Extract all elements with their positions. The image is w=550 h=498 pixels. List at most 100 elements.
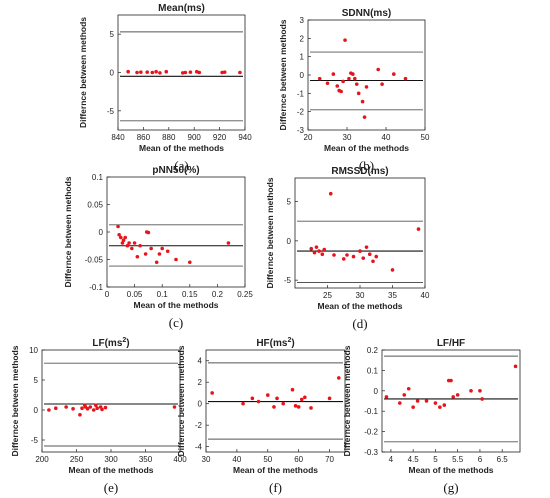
y-tick-label: -0.3: [364, 448, 378, 457]
data-point: [402, 393, 407, 397]
data-point: [335, 84, 340, 88]
x-tick-label: 30: [202, 455, 211, 464]
y-tick-label: -3: [297, 126, 305, 135]
data-point: [80, 406, 84, 411]
data-point: [438, 405, 442, 409]
data-point: [415, 399, 420, 403]
data-point: [275, 396, 279, 401]
data-point: [188, 70, 193, 74]
data-point: [345, 253, 349, 257]
x-tick-label: 30: [343, 133, 352, 142]
data-point: [360, 99, 365, 104]
y-tick-label: 0: [34, 406, 39, 415]
x-axis-label: Mean of the methods: [317, 301, 402, 311]
axes-frame: [41, 349, 181, 453]
data-point: [226, 241, 231, 245]
data-point: [367, 252, 372, 257]
data-point: [135, 254, 140, 259]
data-point: [174, 257, 178, 262]
data-point: [146, 230, 151, 235]
y-tick-label: 1: [300, 53, 305, 62]
data-point: [71, 407, 75, 411]
data-point: [172, 405, 177, 409]
data-point: [120, 241, 125, 245]
x-tick-label: 920: [213, 133, 227, 142]
data-point: [364, 85, 369, 89]
y-tick-label: 2: [300, 34, 305, 43]
y-tick-label: 10: [29, 346, 38, 355]
y-axis-label: Differnce between methods: [265, 177, 275, 288]
data-point: [130, 246, 134, 251]
axes-frame: [307, 19, 426, 131]
x-tick-label: 30: [356, 291, 365, 300]
data-point: [154, 260, 159, 265]
panel-title-text: pNN50(%): [152, 165, 199, 176]
panel-label: (a): [174, 158, 188, 173]
data-point: [343, 38, 347, 42]
data-point: [341, 257, 346, 261]
data-point: [126, 69, 130, 74]
x-tick-label: 840: [111, 133, 125, 142]
data-point: [150, 70, 155, 75]
x-tick-label: 0.2: [212, 290, 224, 299]
y-tick-label: 4: [198, 357, 203, 366]
panel-title: HF(ms2): [256, 337, 294, 349]
panel-g: 4 4.5 5 5.5 6 6.5 -0.3 -0.2 -0.1 0 0.1 0.2 LF/HF Mean…: [342, 338, 521, 495]
data-point: [127, 241, 131, 245]
x-axis-label: Mean of the methods: [139, 143, 224, 153]
y-axis-label: Differnce between methods: [342, 345, 352, 456]
y-tick-label: -5: [31, 436, 39, 445]
data-point: [328, 191, 333, 196]
panel-label: (d): [352, 316, 367, 331]
y-tick-label: 5: [287, 198, 292, 207]
data-point: [317, 76, 322, 81]
y-axis-label: Differnce between methods: [10, 345, 20, 456]
data-point: [392, 72, 396, 76]
data-point: [451, 395, 456, 399]
data-point: [416, 227, 421, 231]
axes-frame: [106, 176, 246, 288]
y-tick-label: -5: [284, 276, 292, 285]
data-point: [54, 406, 58, 411]
y-tick-label: 0: [198, 400, 203, 409]
data-point: [341, 79, 345, 84]
x-tick-label: 860: [137, 133, 151, 142]
panel-e: 200 250 300 350 400 -5 0 5 10 LF(ms2) Mean of the …: [10, 337, 187, 495]
x-tick-label: 6: [478, 455, 483, 464]
y-tick-label: 0.1: [92, 173, 104, 182]
data-point: [469, 389, 473, 393]
x-tick-label: 0.25: [237, 290, 253, 299]
data-point: [364, 245, 369, 249]
x-tick-label: 900: [188, 133, 202, 142]
data-point: [371, 259, 375, 264]
data-point: [121, 238, 126, 243]
data-point: [103, 405, 108, 410]
data-point: [358, 249, 362, 253]
data-point: [513, 364, 518, 369]
data-point: [320, 252, 325, 257]
x-tick-label: 4.5: [408, 455, 420, 464]
y-tick-label: -4: [195, 443, 203, 452]
data-point: [222, 70, 227, 74]
data-point: [380, 82, 384, 86]
y-tick-label: 0: [287, 237, 292, 246]
panel-label: (c): [169, 315, 183, 330]
y-tick-label: -0.2: [364, 428, 378, 437]
data-point: [210, 391, 214, 395]
data-point: [296, 405, 301, 409]
y-tick-label: 5: [34, 376, 39, 385]
panel-title-close: ): [126, 338, 129, 349]
x-tick-label: 940: [238, 133, 252, 142]
data-point: [256, 399, 261, 404]
panel-title-superscript: 2: [287, 337, 291, 344]
panel-title-text: LF(ms: [92, 338, 122, 349]
data-point: [91, 408, 96, 412]
x-tick-label: 60: [294, 455, 303, 464]
y-tick-label: 0: [300, 71, 305, 80]
x-tick-label: 4: [389, 455, 394, 464]
data-point: [398, 401, 402, 405]
panel-title-text: HF(ms: [256, 338, 288, 349]
data-point: [406, 386, 411, 391]
y-tick-label: -0.05: [85, 256, 104, 265]
